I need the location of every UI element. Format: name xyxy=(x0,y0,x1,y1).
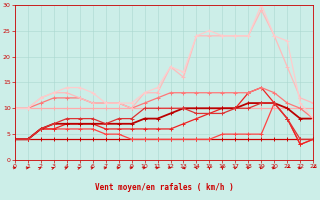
X-axis label: Vent moyen/en rafales ( km/h ): Vent moyen/en rafales ( km/h ) xyxy=(95,183,233,192)
